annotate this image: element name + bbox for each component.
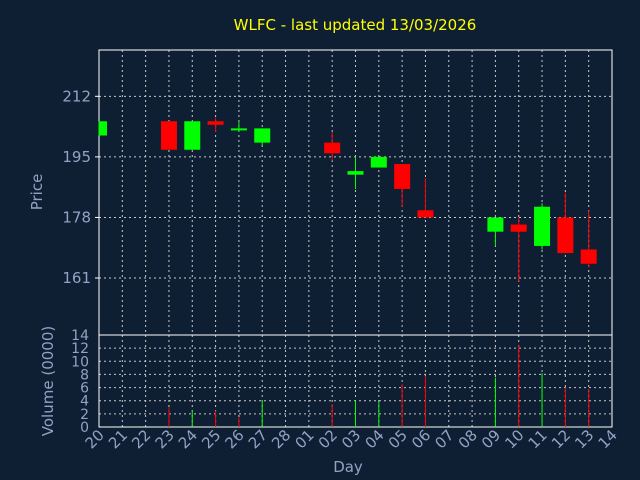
candle-body [184,121,201,150]
candle-body [417,210,434,218]
candle-body [324,142,341,154]
candle-body [254,128,271,143]
candle-body [99,121,107,136]
candle-body [394,164,411,189]
price-panel: 161 178 195 212 [62,49,613,336]
x-tick-label: 23 [152,426,178,452]
x-tick-label: 07 [431,426,457,452]
price-tick-label: 212 [62,87,91,105]
x-axis-label: Day [333,458,363,476]
x-tick-label: 02 [315,426,341,452]
x-tick-label: 10 [501,426,527,452]
x-tick-label: 26 [222,426,248,452]
price-tick-label: 161 [62,269,91,287]
candle-body [370,156,387,168]
x-tick-label: 22 [128,426,154,452]
candle-body [557,217,574,254]
x-tick-label: 03 [338,426,364,452]
x-tick-label: 08 [455,426,481,452]
price-frame [98,49,613,336]
x-tick-label: 12 [548,426,574,452]
price-axis-label: Price [28,174,46,211]
x-tick-label: 11 [525,426,551,452]
x-tick-label: 09 [478,426,504,452]
x-tick-label: 13 [571,426,597,452]
x-tick-label: 14 [595,426,621,452]
price-tick-label: 178 [62,208,91,226]
x-tick-label: 28 [268,426,294,452]
x-tick-label: 06 [408,426,434,452]
x-tick-label: 04 [361,426,387,452]
x-tick-label: 01 [291,426,317,452]
x-tick-label: 24 [175,426,201,452]
candle-body [487,217,504,232]
candle-body [580,249,597,264]
volume-axis-label: Volume (0000) [39,326,57,436]
x-axis: 2021222324252627280102030405060708091011… [82,426,621,452]
candle-body [534,206,551,246]
x-tick-label: 27 [245,426,271,452]
candle-body [347,171,364,175]
x-tick-label: 05 [385,426,411,452]
volume-tick-label: 8 [80,367,89,383]
candle-body [160,121,177,150]
volume-tick-label: 14 [71,328,89,344]
volume-tick-label: 2 [80,407,89,423]
x-tick-label: 25 [198,426,224,452]
candle-body [230,128,247,131]
candle-body [510,224,527,232]
volume-tick-label: 10 [71,354,89,370]
volume-tick-label: 12 [71,341,89,357]
chart-title: WLFC - last updated 13/03/2026 [234,16,477,34]
candle-body [207,121,224,125]
volume-tick-label: 4 [80,394,89,410]
x-tick-label: 21 [105,426,131,452]
volume-tick-label: 0 [80,420,89,436]
volume-tick-label: 6 [80,381,89,397]
price-tick-label: 195 [62,148,91,166]
